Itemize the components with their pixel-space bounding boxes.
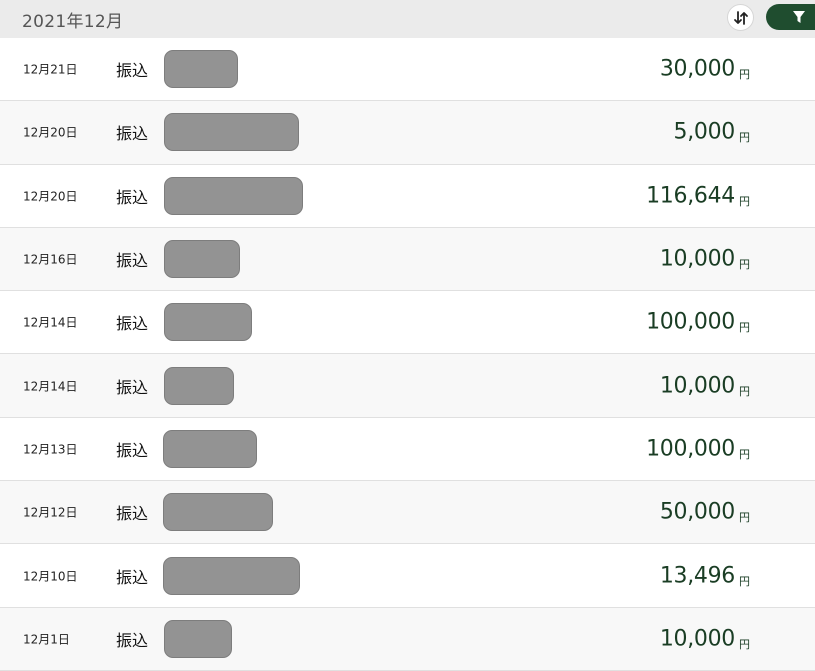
transaction-amount: 30,000 <box>659 56 735 82</box>
transaction-date: 12月13日 <box>23 442 78 457</box>
transaction-amount: 5,000 <box>673 119 736 145</box>
transaction-date: 12月16日 <box>23 252 78 267</box>
transaction-date: 12月10日 <box>23 569 78 584</box>
transaction-date: 12月14日 <box>23 315 78 330</box>
transaction-type: 振込 <box>116 567 149 587</box>
transaction-amount: 10,000 <box>659 246 735 272</box>
transaction-list: 12月21日 振込 30,000 円 12月20日 振込 5,000 円 12月… <box>0 38 815 671</box>
transaction-date: 12月1日 <box>23 632 70 647</box>
currency-unit: 円 <box>739 131 750 145</box>
currency-unit: 円 <box>739 384 750 398</box>
transaction-row[interactable]: 12月20日 振込 5,000 円 <box>0 101 815 165</box>
transaction-row[interactable]: 12月16日 振込 10,000 円 <box>0 227 815 292</box>
month-title: 2021年12月 <box>22 12 124 32</box>
transaction-type: 振込 <box>116 440 149 460</box>
transaction-amount: 10,000 <box>659 626 735 652</box>
sort-arrows-icon <box>733 10 748 25</box>
transaction-row[interactable]: 12月10日 振込 13,496 円 <box>0 544 815 608</box>
transaction-type: 振込 <box>116 61 149 81</box>
redacted-name <box>164 176 303 215</box>
filter-button[interactable] <box>766 4 815 30</box>
currency-unit: 円 <box>739 257 750 271</box>
transaction-type: 振込 <box>116 377 149 397</box>
transaction-date: 12月20日 <box>23 125 78 140</box>
transaction-amount: 100,000 <box>646 309 735 335</box>
redacted-name <box>164 619 232 658</box>
transaction-date: 12月12日 <box>23 505 78 520</box>
currency-unit: 円 <box>739 574 750 588</box>
transaction-type: 振込 <box>116 314 149 334</box>
transaction-amount: 116,644 <box>646 183 735 209</box>
transaction-date: 12月21日 <box>23 62 78 77</box>
redacted-name <box>163 556 300 595</box>
transaction-row[interactable]: 12月12日 振込 50,000 円 <box>0 481 815 545</box>
transaction-amount: 13,496 <box>659 563 735 589</box>
transaction-date: 12月14日 <box>23 379 78 394</box>
transaction-date: 12月20日 <box>23 189 78 204</box>
transaction-row[interactable]: 12月20日 振込 116,644 円 <box>0 165 815 228</box>
currency-unit: 円 <box>739 194 750 208</box>
redacted-name <box>163 493 273 532</box>
transaction-type: 振込 <box>116 504 149 524</box>
transaction-row[interactable]: 12月13日 振込 100,000 円 <box>0 418 815 482</box>
redacted-name <box>164 240 240 279</box>
transaction-row[interactable]: 12月1日 振込 10,000 円 <box>0 607 815 671</box>
month-header: 2021年12月 <box>0 0 815 38</box>
transaction-type: 振込 <box>116 251 149 271</box>
redacted-name <box>164 303 252 342</box>
transaction-row[interactable]: 12月21日 振込 30,000 円 <box>0 38 815 102</box>
redacted-name <box>164 113 299 152</box>
redacted-name <box>164 50 238 89</box>
transaction-type: 振込 <box>116 187 149 207</box>
transaction-row[interactable]: 12月14日 振込 100,000 円 <box>0 291 815 355</box>
transaction-amount: 100,000 <box>646 436 735 462</box>
currency-unit: 円 <box>739 511 750 525</box>
transaction-row[interactable]: 12月14日 振込 10,000 円 <box>0 354 815 418</box>
redacted-name <box>163 429 257 468</box>
currency-unit: 円 <box>739 321 750 335</box>
redacted-name <box>164 366 234 405</box>
filter-funnel-icon <box>793 11 805 23</box>
transaction-amount: 10,000 <box>659 373 735 399</box>
transaction-amount: 50,000 <box>659 499 735 525</box>
currency-unit: 円 <box>739 67 750 81</box>
currency-unit: 円 <box>739 637 750 651</box>
sort-button[interactable] <box>727 4 754 31</box>
transaction-type: 振込 <box>116 124 149 144</box>
transaction-type: 振込 <box>116 630 149 650</box>
currency-unit: 円 <box>739 447 750 461</box>
